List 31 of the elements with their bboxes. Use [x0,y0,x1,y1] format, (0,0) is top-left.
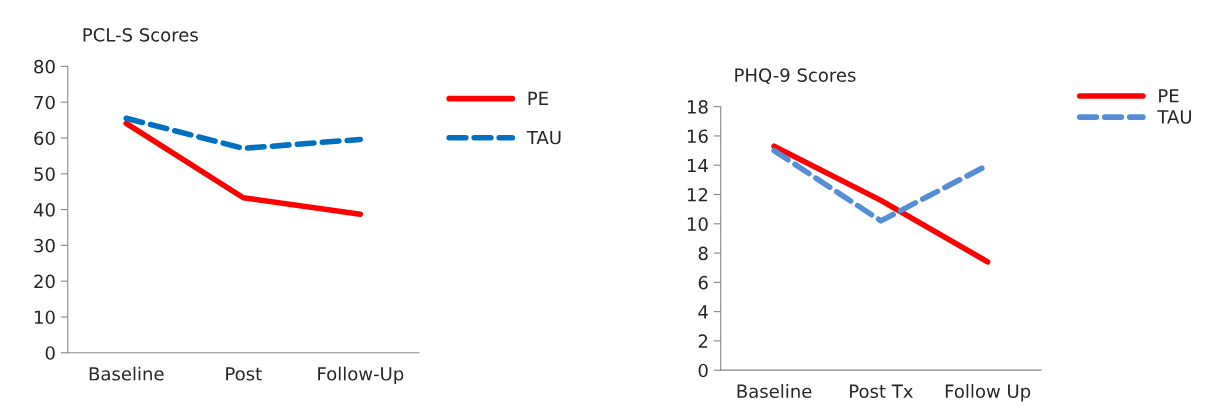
y-tick-label: 10 [34,310,55,325]
y-tick-label: 16 [687,129,708,144]
y-tick-label: 40 [33,203,55,217]
legend-label: TAU [1157,110,1191,124]
y-tick-label: 60 [34,131,55,146]
y-tick-label: 6 [698,275,708,290]
legend-label: PE [528,91,548,105]
x-tick-label: Follow-Up [318,366,404,385]
y-tick-label: 18 [687,100,708,114]
x-tick-label: Post Tx [850,384,913,399]
y-tick-label: 14 [687,158,708,173]
chart-title: PHQ-9 Scores [735,68,856,84]
y-tick-label: 8 [698,246,708,261]
chart-title: PCL-S Scores [83,28,198,42]
y-tick-label: 10 [687,217,708,231]
x-tick-label: Follow Up [945,384,1031,402]
y-tick-label: 0 [698,363,708,378]
legend-label: TAU [526,130,561,145]
y-tick-label: 50 [34,167,55,181]
legend-label: PE [1159,89,1179,103]
y-tick-label: 20 [34,274,55,289]
y-tick-label: 2 [698,334,708,348]
y-tick-label: 0 [45,346,55,360]
x-tick-label: Post [226,367,262,381]
x-tick-label: Baseline [737,384,812,399]
y-tick-label: 70 [34,95,55,110]
y-tick-label: 4 [698,305,708,319]
y-tick-label: 12 [687,187,708,202]
y-tick-label: 80 [34,59,55,74]
y-tick-label: 30 [34,238,55,253]
x-tick-label: Baseline [89,366,164,381]
